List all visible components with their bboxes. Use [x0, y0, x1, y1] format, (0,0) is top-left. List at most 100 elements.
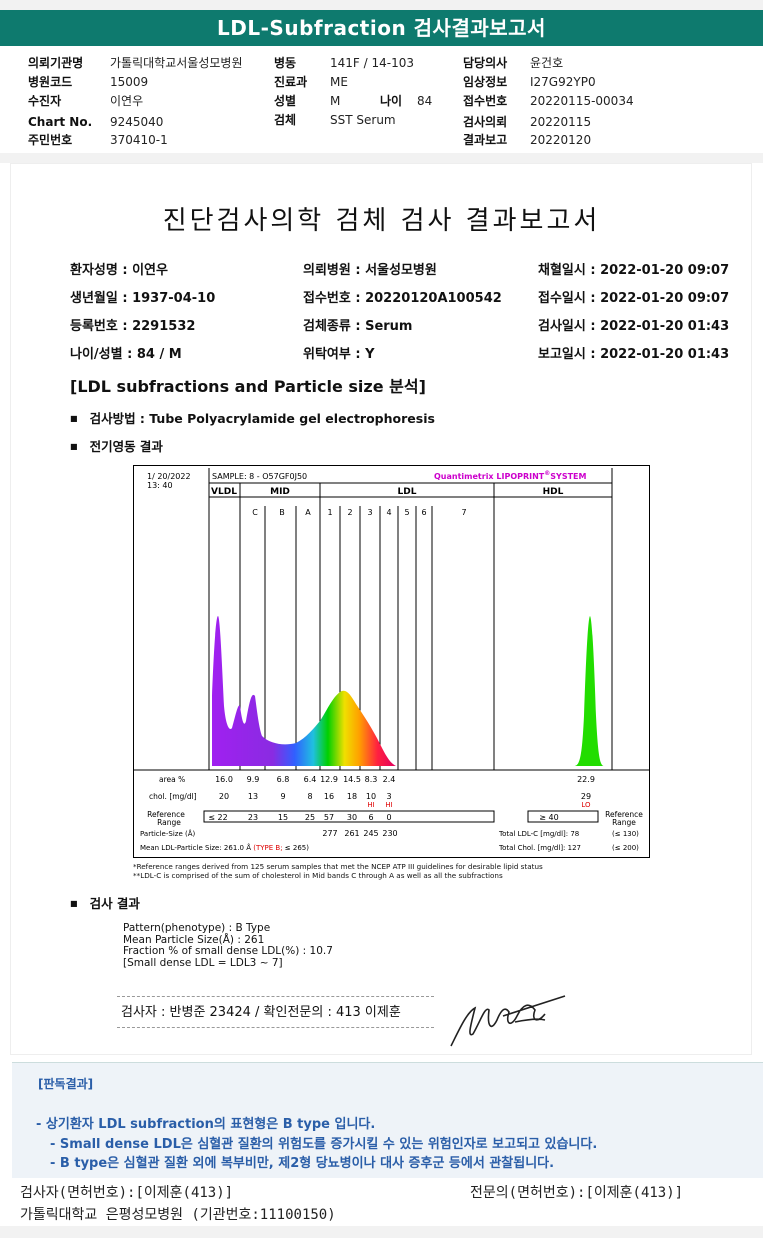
- area-value: 8.3: [365, 775, 378, 784]
- judgement-title: [판독결과]: [38, 1077, 94, 1091]
- info-key: 검사의뢰: [463, 115, 508, 129]
- report-title: 진단검사의학 검체 검사 결과보고서: [162, 206, 601, 236]
- signature-image: [450, 995, 566, 1047]
- chol-value: 16: [324, 792, 334, 801]
- electrophoresis-heading: 전기영동 결과: [70, 436, 163, 455]
- info-value: 이연우: [110, 94, 144, 108]
- band-sub-label: A: [305, 508, 311, 517]
- electrophoresis-chart: 1/ 20/2022 13: 40 SAMPLE: 8 - O57GF0J50 …: [133, 465, 650, 858]
- chol-value: 10: [366, 792, 376, 801]
- hdl-label: HDL: [543, 487, 564, 497]
- judgement-line: - B type은 심혈관 질환 외에 복부비만, 제2형 당뇨병이나 대사 증…: [50, 1156, 555, 1171]
- band-sub-label: 7: [461, 508, 466, 517]
- info-key: 수진자: [28, 94, 62, 108]
- note-line: **LDL-C is comprised of the sum of chole…: [133, 871, 503, 880]
- judgement-box: [판독결과] - 상기환자 LDL subfraction의 표현형은 B ty…: [12, 1062, 763, 1178]
- chol-value: 29: [581, 792, 591, 801]
- chol-value: 13: [248, 792, 258, 801]
- info-key: 의뢰기관명: [28, 56, 84, 70]
- info-value: 9245040: [110, 115, 164, 129]
- info-value: SST Serum: [330, 113, 396, 127]
- chol-row: 20 13 9 8 16 18 10 3 29: [219, 792, 591, 801]
- info-key: 임상정보: [463, 75, 508, 89]
- footer-tester: 검사자(면허번호):[이제훈(413)]: [20, 1185, 234, 1201]
- total-ldl: Total LDL-C [mg/dl]: 78: [498, 830, 579, 838]
- signature-line: 검사자 : 반병준 23424 / 확인전문의 : 413 이제훈: [117, 996, 434, 1028]
- particle-size-value: 277: [322, 829, 337, 838]
- ref-label: Range: [157, 818, 181, 827]
- info-key: 접수번호: [463, 94, 508, 108]
- particle-size-value: 245: [363, 829, 378, 838]
- brand-name: Quantimetrix LIPOPRINT: [434, 472, 545, 481]
- chol-value: 20: [219, 792, 229, 801]
- area-value: 9.9: [247, 775, 260, 784]
- ref-value: 30: [347, 813, 357, 822]
- mid-label: MID: [270, 487, 290, 497]
- lo-flag: LO: [581, 801, 591, 809]
- info-value: 15009: [110, 75, 149, 89]
- page-title: LDL-Subfraction 검사결과보고서: [0, 10, 763, 46]
- band-sub-label: 1: [327, 508, 332, 517]
- result-heading: 검사 결과: [70, 893, 140, 912]
- info-key: 성별: [274, 94, 297, 108]
- ref-left: ≤ 22: [208, 813, 227, 822]
- chol-value: 8: [307, 792, 312, 801]
- hi-flag: HI: [385, 801, 392, 809]
- info-value: 141F / 14-103: [330, 56, 414, 70]
- band-sub-label: C: [252, 508, 258, 517]
- note-line: *Reference ranges derived from 125 serum…: [133, 862, 543, 871]
- ref-value: 0: [386, 813, 391, 822]
- ref-label-right: Reference: [605, 810, 643, 819]
- footer-hospital: 가톨릭대학교 은평성모병원 (기관번호:11100150): [20, 1207, 336, 1223]
- ref-box-hdl: [527, 810, 599, 823]
- chol-value: 9: [280, 792, 285, 801]
- top-band: [0, 0, 763, 10]
- info-key: 병동: [274, 56, 297, 70]
- info-value: 20220115-00034: [530, 94, 634, 108]
- ref-value: 15: [278, 813, 288, 822]
- patient-field: 나이/성별 : 84 / M: [70, 347, 182, 362]
- ref-row: 23 15 25 57 30 6 0: [248, 813, 392, 822]
- result-text: Pattern(phenotype) : B Type Mean Particl…: [123, 922, 333, 969]
- info-value: 가톨릭대학교서울성모병원: [110, 56, 243, 70]
- judgement-line: - 상기환자 LDL subfraction의 표현형은 B type 입니다.: [36, 1117, 376, 1132]
- info-key: 검체: [274, 113, 297, 127]
- patient-field: 위탁여부 : Y: [303, 347, 375, 362]
- area-value: 6.4: [304, 775, 317, 784]
- area-value: 22.9: [577, 775, 595, 784]
- hdl-peak-curve: [574, 616, 604, 766]
- band-sub-label: 2: [347, 508, 352, 517]
- brand-system: SYSTEM: [550, 472, 586, 481]
- ref-box: [203, 810, 495, 823]
- area-value: 6.8: [277, 775, 290, 784]
- chart-sample: SAMPLE: 8 - O57GF0J50: [212, 472, 307, 481]
- area-row: 16.0 9.9 6.8 6.4 12.9 14.5 8.3 2.4 22.9: [215, 775, 595, 784]
- brand-reg: ®: [544, 470, 550, 477]
- particle-size-row: 277 261 245 230: [322, 829, 397, 838]
- chol-value: 3: [386, 792, 391, 801]
- band-sub-label: 5: [404, 508, 409, 517]
- info-key: 진료과: [274, 75, 308, 89]
- section-heading: [LDL subfractions and Particle size 분석]: [70, 377, 426, 396]
- chart-notes: *Reference ranges derived from 125 serum…: [133, 862, 543, 880]
- band-sub-label: B: [279, 508, 285, 517]
- info-key: 주민번호: [28, 133, 73, 147]
- judgement-line: - Small dense LDL은 심혈관 질환의 위험도를 증가시킬 수 있…: [50, 1137, 598, 1152]
- patient-field: 검체종류 : Serum: [303, 319, 413, 334]
- info-value: ME: [330, 75, 348, 89]
- ldl-spectrum-curve: [212, 616, 396, 766]
- band-sub-label: 4: [386, 508, 391, 517]
- particle-size-label: Particle-Size (Å): [140, 829, 196, 838]
- band-sub-label: 6: [421, 508, 426, 517]
- info-value: 20220115: [530, 115, 592, 129]
- info-value: 윤건호: [530, 56, 564, 70]
- patient-field: 등록번호 : 2291532: [70, 319, 196, 334]
- ref-value: 25: [305, 813, 315, 822]
- total-chol: Total Chol. [mg/dl]: 127: [498, 844, 581, 852]
- particle-size-value: 261: [344, 829, 359, 838]
- patient-field: 검사일시 : 2022-01-20 01:43: [538, 319, 730, 334]
- info-value: 370410-1: [110, 133, 168, 147]
- mean-size-text: Mean LDL-Particle Size: 261.0 Å: [140, 843, 251, 852]
- chart-brand: Quantimetrix LIPOPRINT®SYSTEM: [434, 470, 587, 481]
- ref-value: 23: [248, 813, 258, 822]
